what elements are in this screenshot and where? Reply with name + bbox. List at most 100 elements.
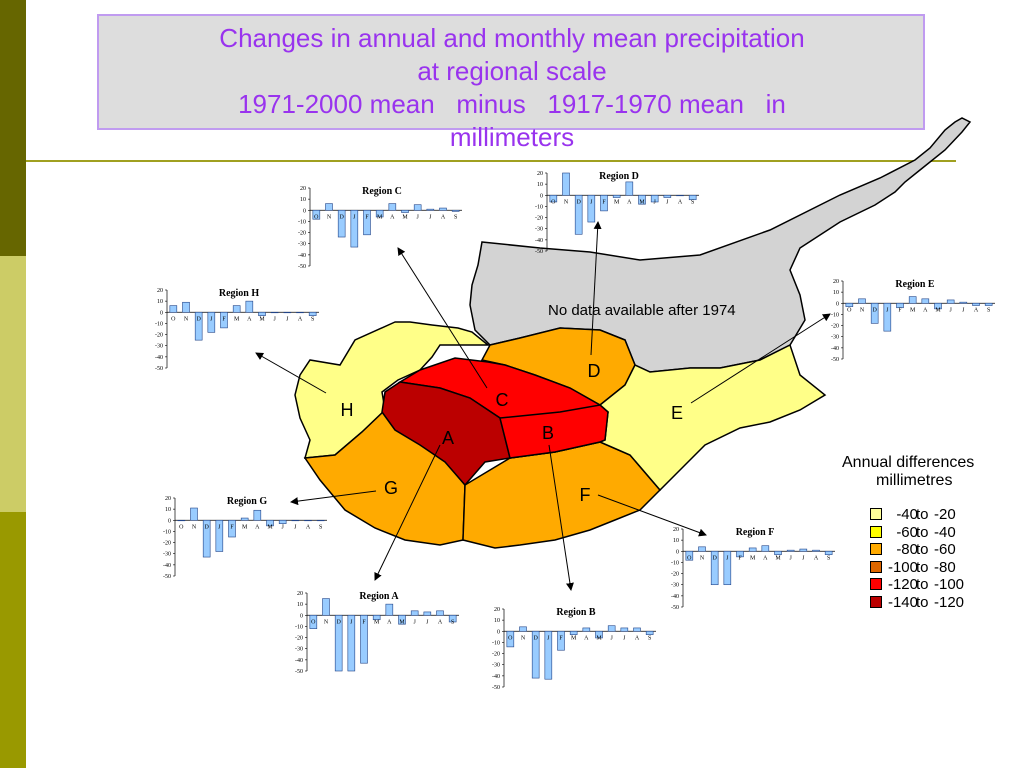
chart-category-label: J xyxy=(281,524,284,530)
chart-y-tick-label: 10 xyxy=(673,538,679,544)
chart-bar xyxy=(557,630,565,651)
chart-y-tick-label: 10 xyxy=(537,182,543,188)
chart-category-label: O xyxy=(847,307,852,313)
chart-category-label: O xyxy=(179,524,184,530)
chart-y-tick-label: -20 xyxy=(163,541,171,547)
chart-y-tick-label: -20 xyxy=(298,231,306,237)
chart-category-label: J xyxy=(286,316,289,322)
chart-bar xyxy=(347,614,356,672)
chart-bar xyxy=(215,519,224,552)
region-label-f: F xyxy=(580,485,591,505)
chart-region-h: Region H 20 10 0 -10 -20 -30 -40 -50 O N D J F M A M J J A S xyxy=(155,288,319,372)
legend-max: -120 xyxy=(934,593,965,611)
chart-bar xyxy=(723,550,732,586)
chart-y-tick-label: 0 xyxy=(497,629,500,635)
chart-category-label: D xyxy=(196,316,201,322)
chart-bar xyxy=(870,302,879,324)
chart-bar xyxy=(169,305,178,313)
chart-title: Region A xyxy=(359,591,399,602)
chart-category-label: M xyxy=(614,199,620,205)
arrow-region-e xyxy=(690,313,831,404)
chart-bar xyxy=(663,194,672,198)
chart-bar xyxy=(436,610,444,616)
arrow-region-g xyxy=(290,490,377,506)
chart-y-tick-label: -40 xyxy=(671,594,679,600)
chart-category-label: O xyxy=(314,214,319,220)
chart-bar xyxy=(372,614,381,621)
chart-category-label: J xyxy=(789,555,792,561)
chart-bar xyxy=(401,209,409,213)
legend-to: to xyxy=(916,593,929,611)
chart-category-label: J xyxy=(210,316,213,322)
chart-category-label: O xyxy=(311,619,316,625)
legend-row: -80 to -60 xyxy=(870,541,1024,559)
chart-bar xyxy=(946,299,955,304)
arrow-region-c xyxy=(397,247,488,389)
chart-category-label: J xyxy=(726,555,729,561)
arrow-region-d xyxy=(590,221,602,356)
chart-y-tick-label: -10 xyxy=(163,529,171,535)
chart-bar xyxy=(600,194,608,212)
chart-category-label: M xyxy=(571,635,577,641)
chart-bar xyxy=(638,194,646,205)
chart-y-tick-label: 20 xyxy=(494,607,500,613)
chart-category-label: A xyxy=(255,524,260,530)
chart-category-label: A xyxy=(441,214,446,220)
chart-category-label: M xyxy=(259,316,265,322)
chart-bar xyxy=(253,509,262,521)
legend-swatch xyxy=(870,595,882,608)
chart-category-label: N xyxy=(192,524,197,530)
chart-category-label: M xyxy=(910,307,916,313)
chart-category-label: O xyxy=(551,199,556,205)
chart-category-label: D xyxy=(576,199,581,205)
chart-bar xyxy=(296,311,304,314)
chart-category-label: J xyxy=(426,619,429,625)
chart-bar xyxy=(824,550,833,555)
chart-bar xyxy=(984,302,993,306)
chart-category-label: M xyxy=(775,555,781,561)
chart-category-label: S xyxy=(454,214,457,220)
chart-bar xyxy=(350,209,359,248)
chart-category-label: S xyxy=(987,307,990,313)
legend-min: -140 xyxy=(887,593,918,611)
legend-min: -100 xyxy=(887,558,918,576)
regional-bar-charts: Region C 20 10 0 -10 -20 -30 -40 -50 O N D J F M A M J J A S… xyxy=(155,171,995,691)
legend-title: Annual differences xyxy=(842,454,975,471)
chart-title: Region G xyxy=(227,496,268,507)
chart-category-label: J xyxy=(218,524,221,530)
chart-bar xyxy=(676,194,684,197)
chart-bar xyxy=(448,614,457,623)
chart-y-tick-label: 10 xyxy=(165,507,171,513)
chart-y-tick-label: 0 xyxy=(300,613,303,619)
chart-category-label: M xyxy=(234,316,240,322)
chart-category-label: M xyxy=(242,524,248,530)
sidebar-stripes xyxy=(0,0,26,768)
chart-bar xyxy=(761,545,770,552)
chart-category-label: N xyxy=(564,199,569,205)
chart-category-label: N xyxy=(700,555,705,561)
chart-category-label: D xyxy=(204,524,209,530)
chart-bar xyxy=(786,549,795,552)
arrow-region-b xyxy=(548,444,574,591)
chart-y-tick-label: -10 xyxy=(155,321,163,327)
chart-y-tick-label: -40 xyxy=(155,355,163,361)
legend-row: -140 to -120 xyxy=(870,594,1024,612)
chart-region-f: Region F 20 10 0 -10 -20 -30 -40 -50 O N D J F M A M J J A S xyxy=(671,527,835,611)
chart-category-label: J xyxy=(413,619,416,625)
chart-category-label: J xyxy=(273,316,276,322)
chart-category-label: A xyxy=(635,635,640,641)
chart-category-label: O xyxy=(171,316,176,322)
chart-region-b: Region B 20 10 0 -10 -20 -30 -40 -50 O N D J F M A M J J A S xyxy=(492,607,656,691)
chart-bar xyxy=(316,519,325,522)
chart-y-tick-label: 0 xyxy=(540,193,543,199)
chart-category-label: J xyxy=(590,199,593,205)
chart-y-tick-label: -30 xyxy=(163,552,171,558)
title-line-1: Changes in annual and monthly mean preci… xyxy=(219,23,805,53)
chart-category-label: M xyxy=(377,214,383,220)
chart-category-label: D xyxy=(872,307,877,313)
chart-y-tick-label: -10 xyxy=(671,560,679,566)
chart-bar xyxy=(519,626,527,632)
chart-y-tick-label: -50 xyxy=(155,366,163,372)
legend-to: to xyxy=(916,523,929,541)
chart-category-label: J xyxy=(416,214,419,220)
